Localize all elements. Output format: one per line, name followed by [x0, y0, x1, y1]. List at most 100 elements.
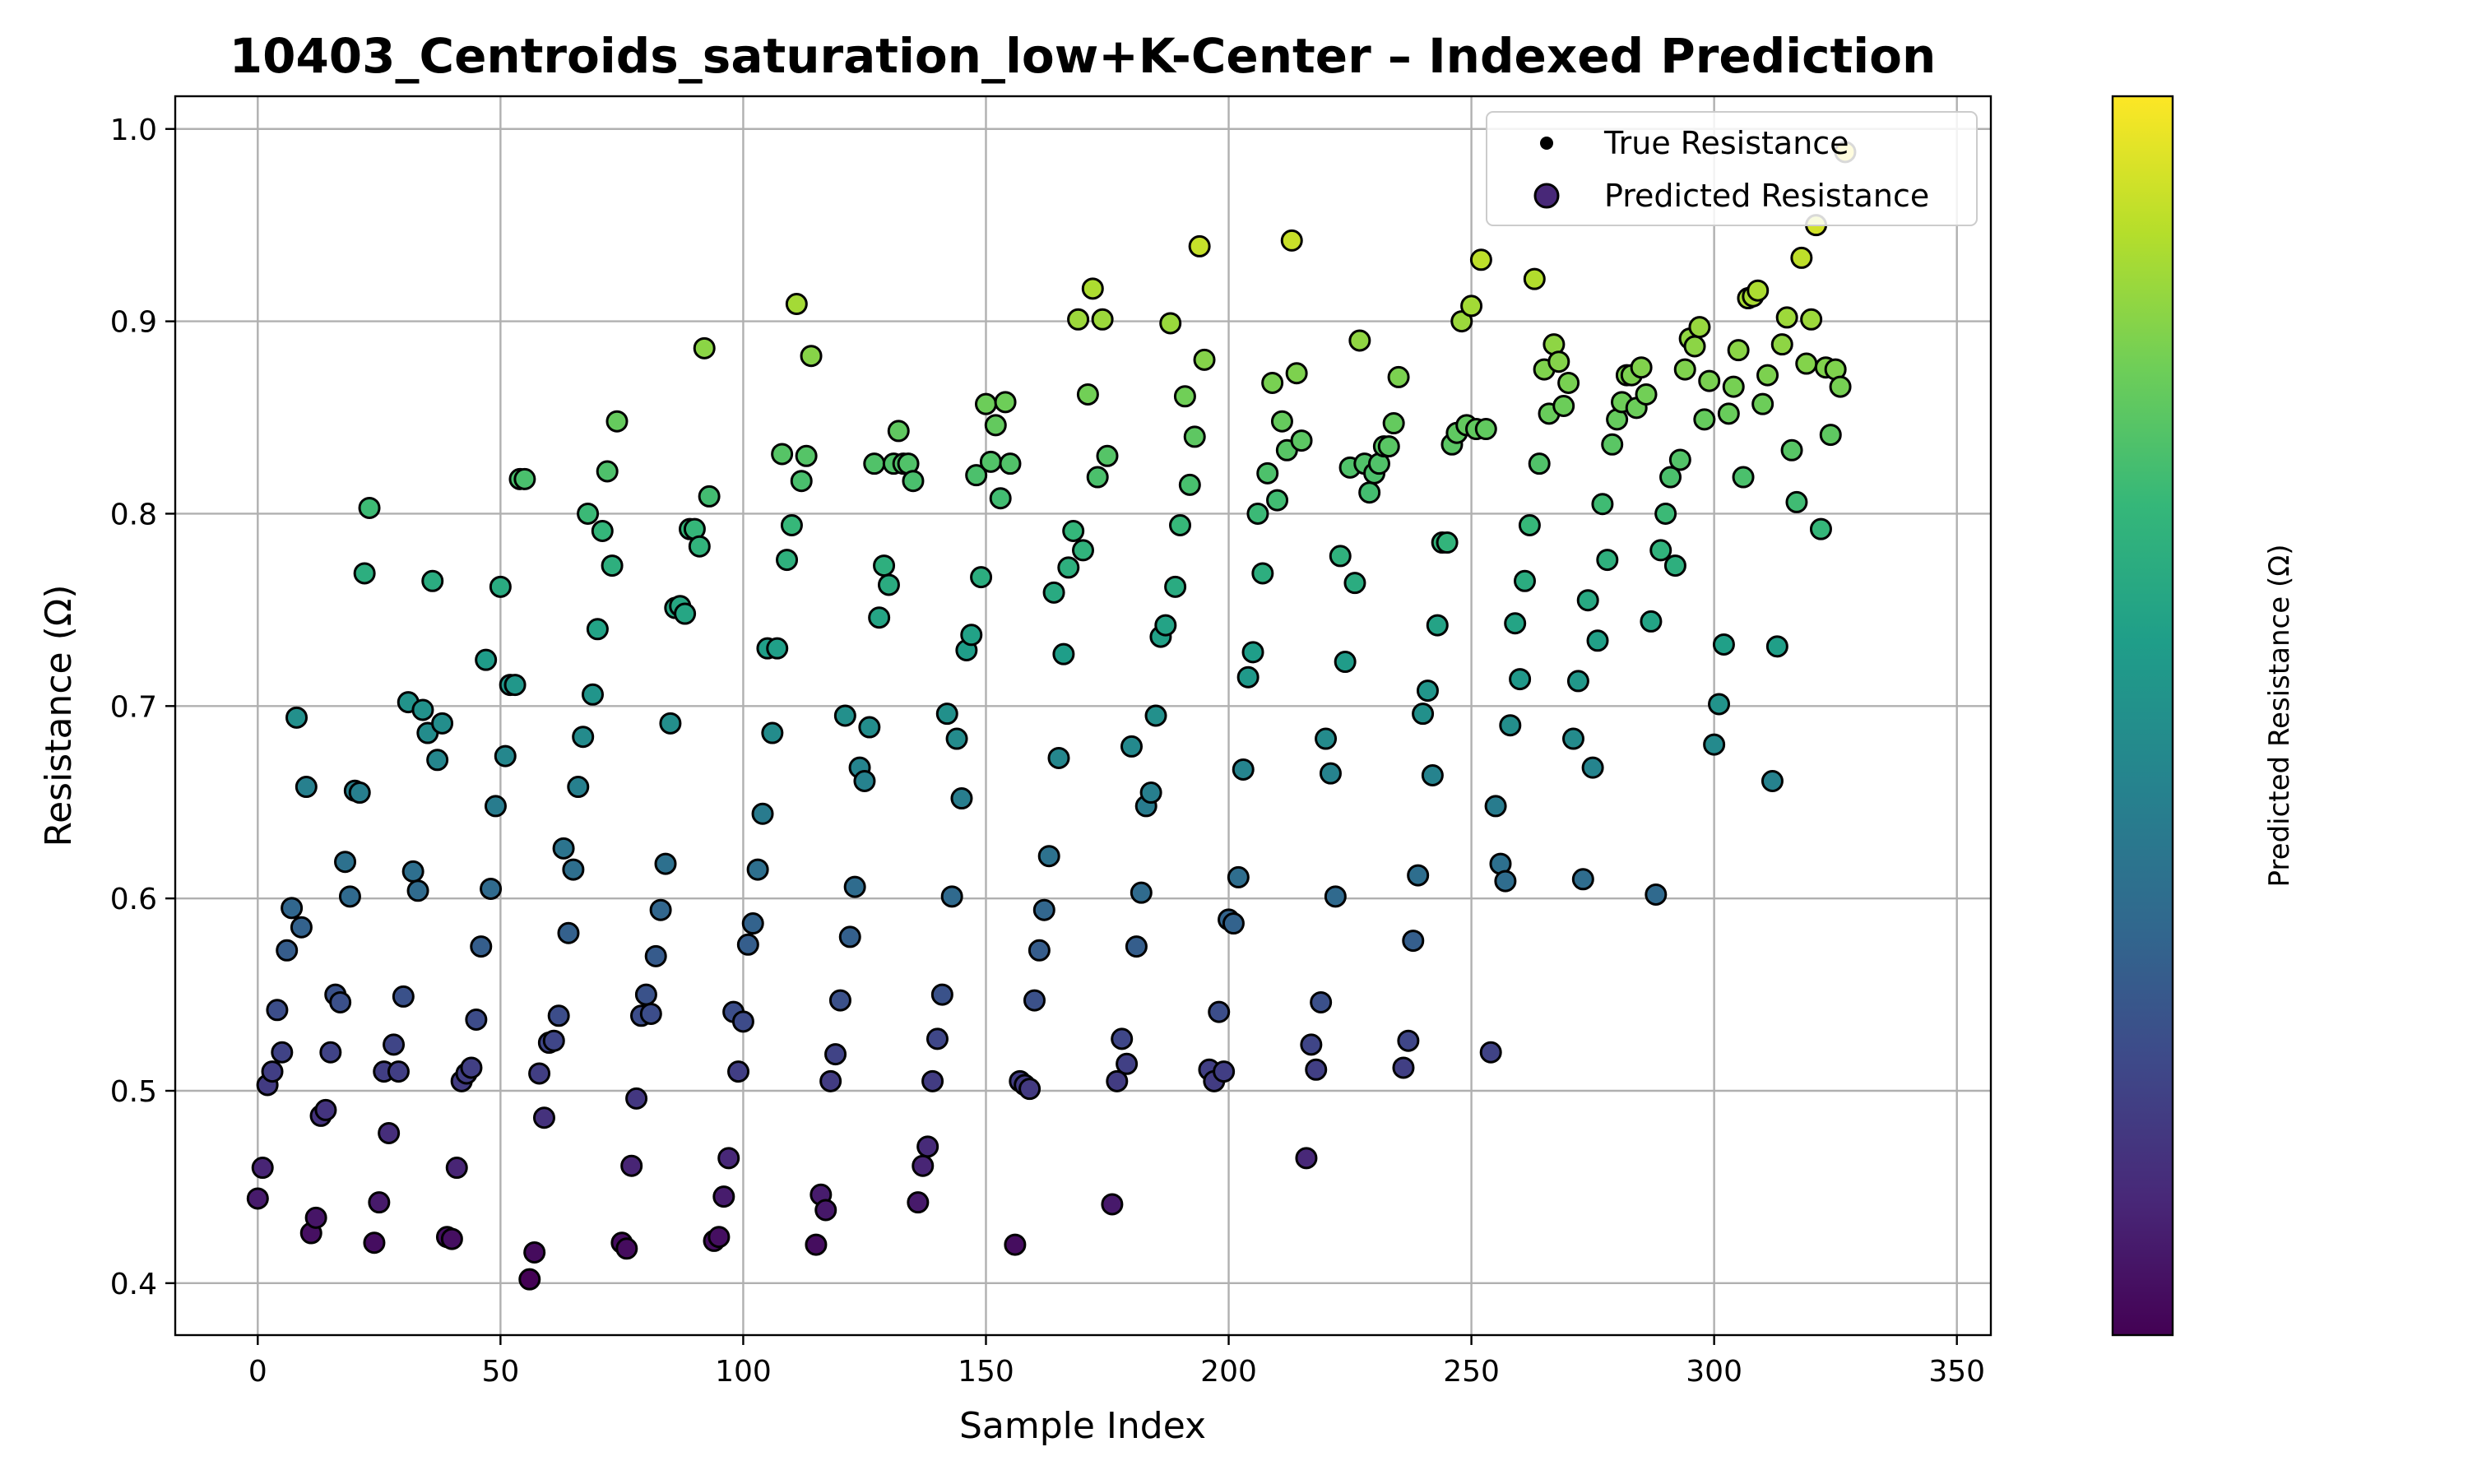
predicted-point [1751, 392, 1774, 415]
predicted-point [1183, 425, 1206, 448]
predicted-point [766, 637, 789, 660]
predicted-point [281, 897, 304, 920]
predicted-point [1305, 1058, 1328, 1081]
predicted-point [1188, 234, 1211, 257]
predicted-point [1761, 770, 1784, 793]
predicted-point [790, 470, 813, 493]
predicted-point [1315, 727, 1338, 750]
predicted-point [625, 1087, 648, 1110]
predicted-point [1562, 727, 1585, 750]
predicted-point [717, 1147, 740, 1170]
predicted-point [1081, 277, 1104, 300]
predicted-point [1673, 358, 1696, 381]
predicted-point [1091, 308, 1114, 331]
predicted-point [887, 420, 910, 443]
predicted-point [805, 1233, 828, 1256]
predicted-point [567, 776, 590, 799]
predicted-point [489, 575, 512, 598]
predicted-point [1159, 312, 1182, 335]
predicted-point [1329, 545, 1352, 568]
predicted-point [1800, 308, 1823, 331]
predicted-point [1042, 581, 1065, 604]
predicted-point [1037, 845, 1060, 868]
x-tick-label: 0 [248, 1355, 267, 1389]
predicted-point [1645, 883, 1668, 906]
predicted-point [363, 1231, 386, 1254]
predicted-point [1266, 489, 1289, 512]
legend-pred-label: Predicted Resistance [1604, 178, 1929, 214]
predicted-point [873, 554, 896, 577]
predicted-point [445, 1157, 468, 1180]
predicted-point [1402, 930, 1425, 953]
predicted-point [358, 496, 381, 519]
predicted-point [1708, 693, 1731, 716]
predicted-point [1640, 610, 1663, 633]
predicted-point [989, 487, 1012, 510]
predicted-point [1164, 575, 1187, 598]
predicted-point [620, 1154, 643, 1177]
predicted-point [688, 535, 711, 558]
predicted-point [246, 1187, 269, 1210]
predicted-point [1057, 556, 1080, 579]
predicted-point [1139, 781, 1162, 805]
predicted-point [1144, 704, 1167, 727]
legend-pred-marker [1533, 183, 1560, 209]
x-axis-label: Sample Index [959, 1405, 1206, 1447]
predicted-point [1698, 369, 1721, 392]
predicted-point [440, 1227, 463, 1250]
plot-frame [174, 95, 1992, 1337]
predicted-point [1523, 267, 1546, 290]
predicted-point [1324, 885, 1347, 908]
x-tick-label: 350 [1928, 1355, 1985, 1389]
predicted-point [421, 569, 444, 592]
predicted-point [950, 787, 973, 810]
predicted-point [1780, 438, 1803, 461]
predicted-point [1120, 735, 1144, 758]
predicted-point [921, 1069, 944, 1092]
predicted-point [480, 877, 503, 900]
predicted-point [1450, 310, 1473, 333]
x-tick-label: 100 [715, 1355, 772, 1389]
predicted-point [518, 1268, 541, 1291]
colorbar-label: Predicted Resistance (Ω) [2263, 545, 2296, 888]
predicted-point [1416, 679, 1439, 703]
predicted-point [1712, 633, 1735, 656]
predicted-point [557, 921, 580, 944]
predicted-point [1547, 350, 1570, 373]
predicted-point [406, 879, 429, 902]
predicted-point [1387, 365, 1410, 388]
predicted-point [1566, 670, 1589, 693]
predicted-point [528, 1062, 551, 1085]
predicted-point [674, 602, 697, 625]
predicted-point [843, 875, 866, 898]
predicted-point [1484, 795, 1507, 818]
predicted-point [295, 776, 318, 799]
predicted-point [1062, 520, 1085, 543]
predicted-point [1412, 703, 1435, 726]
predicted-point [1232, 758, 1255, 781]
predicted-point [285, 706, 308, 729]
y-tick-label: 0.5 [110, 1075, 157, 1109]
predicted-point [1576, 589, 1599, 612]
predicted-point [1460, 294, 1483, 318]
predicted-point [1727, 339, 1750, 362]
predicted-point [751, 802, 774, 825]
predicted-point [1173, 385, 1196, 408]
predicted-point [1116, 1052, 1139, 1075]
predicted-point [383, 1033, 406, 1056]
predicted-point [654, 852, 677, 875]
data-points [246, 141, 1857, 1291]
predicted-point [1436, 531, 1459, 554]
predicted-point [387, 1060, 410, 1083]
predicted-point [1208, 1000, 1231, 1023]
predicted-point [1358, 481, 1381, 504]
predicted-point [785, 293, 808, 316]
predicted-point [838, 925, 861, 948]
predicted-point [1193, 348, 1216, 371]
predicted-point [746, 858, 769, 881]
predicted-point [1178, 473, 1201, 496]
predicted-point [251, 1157, 274, 1180]
predicted-point [994, 391, 1017, 414]
predicted-point [586, 618, 609, 641]
predicted-point [1319, 762, 1342, 785]
